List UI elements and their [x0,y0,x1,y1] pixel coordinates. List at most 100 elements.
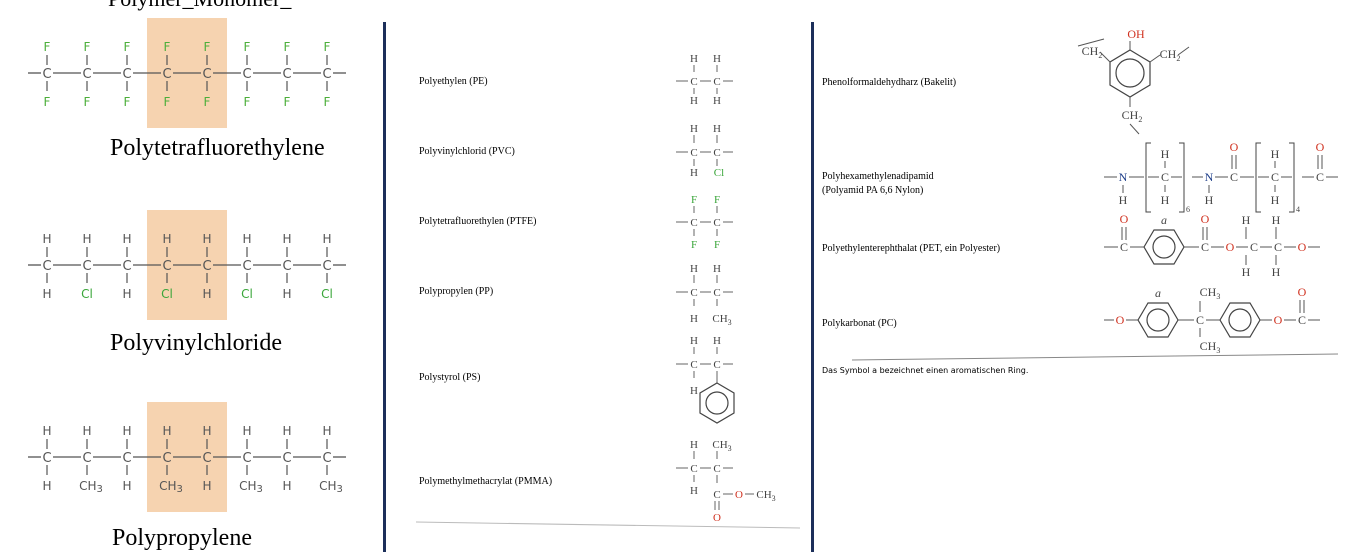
carbon-atom: C [82,259,91,274]
svg-text:O: O [1298,285,1307,299]
top-substituent: H [322,424,331,438]
bottom-substituent: CH3 [319,479,343,495]
svg-text:H: H [690,53,698,65]
pvc-label: Polyvinylchloride [110,330,282,356]
svg-text:CH3: CH3 [756,489,775,503]
svg-text:O: O [1226,240,1235,254]
svg-text:CH3: CH3 [1200,339,1221,355]
svg-text:C: C [1316,170,1324,184]
svg-text:C: C [690,463,697,475]
svg-text:H: H [713,53,721,65]
svg-text:C: C [713,287,720,299]
svg-text:H: H [713,263,721,275]
ptfe-name: Polytetrafluorethylen (PTFE) [419,216,537,227]
top-substituent: H [122,424,131,438]
nylon-formula: N H H C H 6 N H C O H C H [1104,140,1338,214]
bottom-substituent: Cl [241,287,253,301]
svg-text:C: C [1161,170,1169,184]
divider-middle [811,22,814,552]
carbon-atom: C [42,67,51,82]
svg-text:C: C [713,217,720,229]
svg-text:H: H [690,439,698,451]
bottom-substituent: H [122,479,131,493]
bottom-substituent: F [124,95,131,109]
carbon-atom: C [122,67,131,82]
svg-text:CH2: CH2 [1160,47,1181,63]
svg-text:H: H [1271,147,1280,161]
svg-text:H: H [1271,193,1280,207]
bottom-substituent: H [202,479,211,493]
svg-text:C: C [713,147,720,159]
carbon-atom: C [202,259,211,274]
svg-text:C: C [713,359,720,371]
bakelit-name: Phenolformaldehydharz (Bakelit) [822,77,957,88]
bottom-substituent: Cl [161,287,173,301]
bottom-substituent: CH3 [239,479,263,495]
svg-text:H: H [1119,193,1128,207]
svg-text:H: H [713,95,721,107]
svg-text:C: C [1271,170,1279,184]
bottom-substituent: F [84,95,91,109]
top-substituent: H [202,232,211,246]
carbon-atom: C [122,259,131,274]
top-substituent: H [42,232,51,246]
svg-text:H: H [690,95,698,107]
right-structures: OH CH2 CH2 CH2 N H H [851,27,1339,361]
svg-text:H: H [690,385,698,397]
svg-text:H: H [1242,213,1251,227]
pet-name: Polyethylenterephthalat (PET, ein Polyes… [822,243,1001,254]
svg-text:C: C [713,489,720,501]
svg-text:H: H [1272,213,1281,227]
carbon-atom: C [322,259,331,274]
bottom-substituent: H [202,287,211,301]
svg-text:C: C [690,359,697,371]
svg-text:H: H [690,313,698,325]
carbon-atom: C [282,451,291,466]
top-substituent: H [82,232,91,246]
bakelit-formula: OH CH2 CH2 CH2 [1077,27,1190,135]
svg-text:a: a [1155,286,1161,300]
svg-text:O: O [713,512,721,524]
carbon-atom: C [322,67,331,82]
svg-text:C: C [690,217,697,229]
bottom-substituent: F [284,95,291,109]
top-substituent: F [204,40,211,54]
ptfe-label: Polytetrafluorethylene [110,135,325,161]
svg-text:6: 6 [1186,205,1190,214]
carbon-atom: C [122,451,131,466]
bottom-substituent: H [282,287,291,301]
svg-text:O: O [1274,313,1283,327]
svg-text:O: O [1316,140,1325,154]
svg-text:H: H [690,335,698,347]
svg-text:a: a [1161,213,1167,227]
svg-text:F: F [714,194,720,206]
top-substituent: H [282,424,291,438]
top-substituent: F [124,40,131,54]
bottom-substituent: F [324,95,331,109]
svg-text:H: H [690,123,698,135]
bottom-substituent: F [44,95,51,109]
bottom-substituent: F [204,95,211,109]
svg-text:C: C [1298,313,1306,327]
svg-text:O: O [1201,212,1210,226]
svg-text:H: H [690,167,698,179]
bottom-substituent: H [122,287,131,301]
carbon-atom: C [42,451,51,466]
right-bottom-rule [851,353,1339,361]
carbon-atom: C [242,451,251,466]
svg-text:O: O [1120,212,1129,226]
carbon-atom: C [162,67,171,82]
divider-left [383,22,386,552]
pet-formula: C O a C O O H C H H C H [1104,212,1320,279]
bottom-substituent: Cl [321,287,333,301]
svg-text:O: O [1298,240,1307,254]
svg-text:F: F [691,239,697,251]
pp-formula: H H C C H CH3 [676,263,733,327]
bottom-substituent: F [244,95,251,109]
svg-text:CH3: CH3 [1200,285,1221,301]
svg-text:F: F [691,194,697,206]
svg-text:H: H [713,335,721,347]
